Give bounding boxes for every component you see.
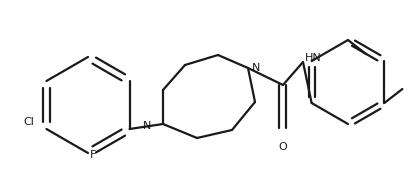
Text: Cl: Cl	[23, 117, 35, 127]
Text: HN: HN	[305, 53, 322, 63]
Text: O: O	[279, 142, 288, 152]
Text: N: N	[252, 63, 260, 73]
Text: F: F	[90, 150, 96, 160]
Text: N: N	[143, 121, 151, 131]
